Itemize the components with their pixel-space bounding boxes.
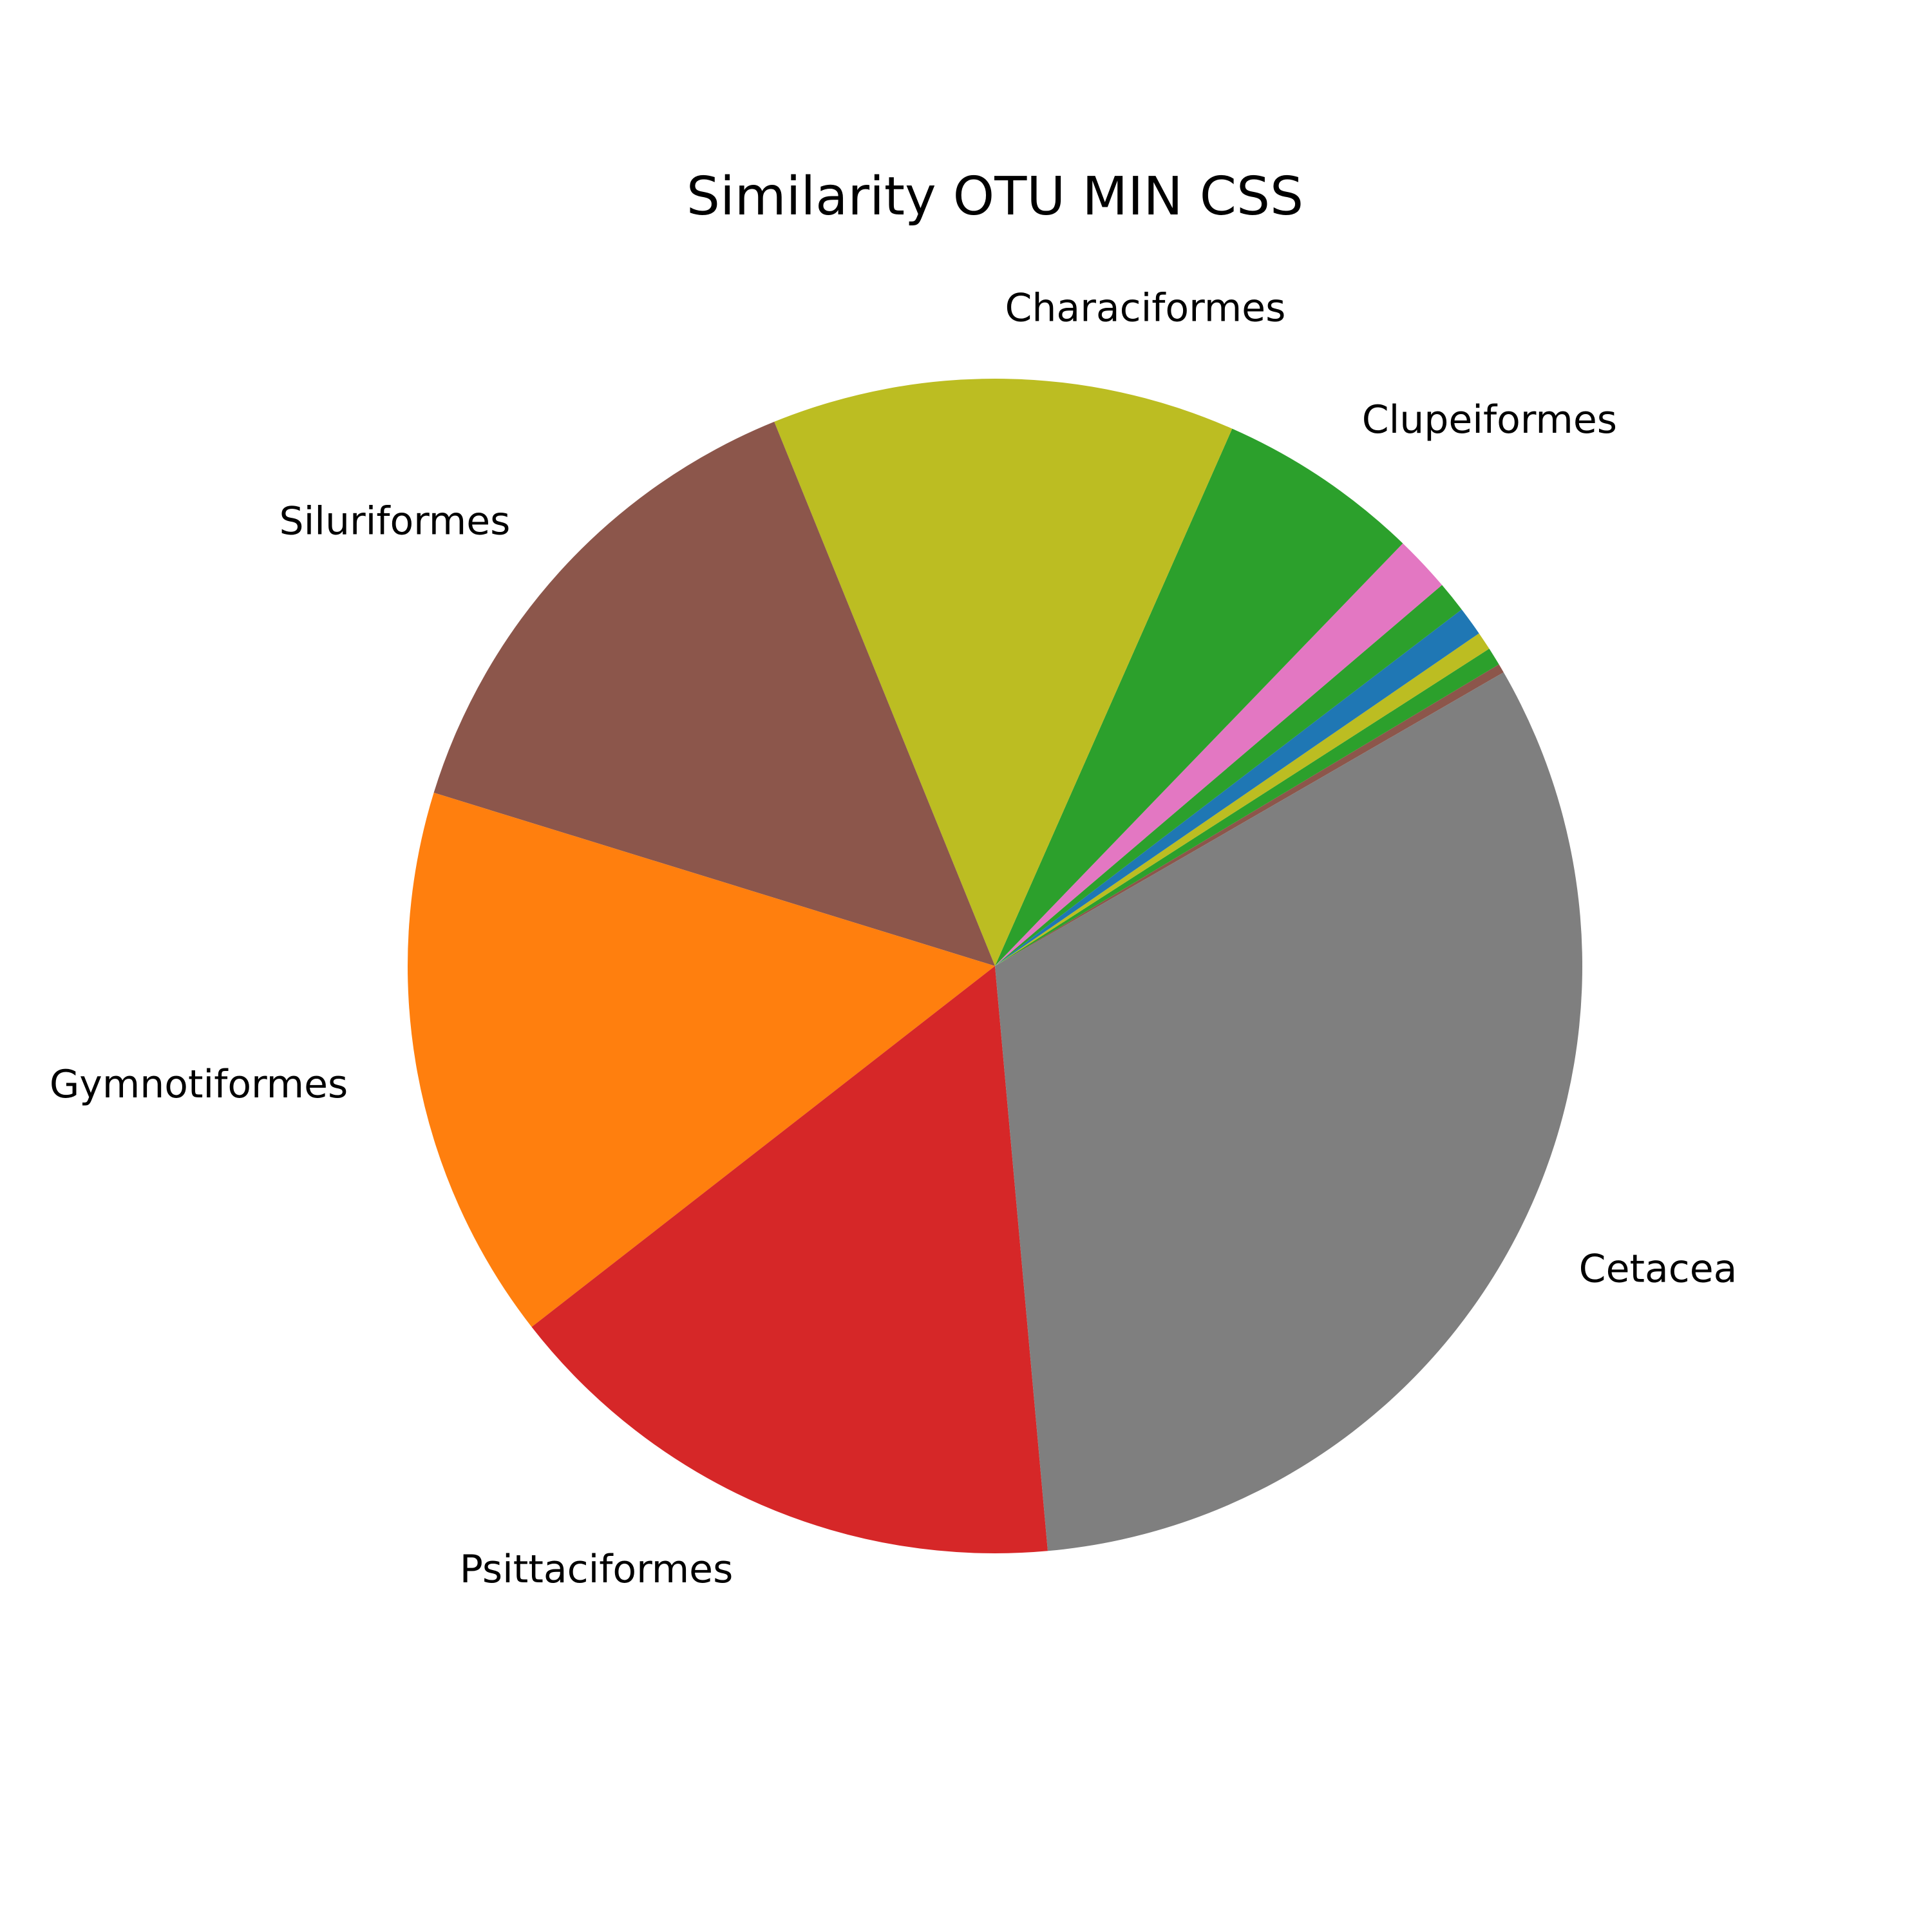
slice-label-characiformes: Characiformes	[1005, 286, 1286, 331]
pie-slice-characiformes	[774, 379, 1233, 966]
pie-slice-4	[995, 585, 1462, 966]
pie-slice-psittaciformes	[531, 966, 1048, 1553]
pie-slice-3	[995, 609, 1479, 966]
pie-slices	[408, 379, 1582, 1553]
slice-label-clupeiformes: Clupeiformes	[1362, 397, 1617, 442]
slice-label-siluriformes: Siluriformes	[279, 498, 511, 544]
pie-slice-gymnotiformes	[408, 792, 995, 1327]
pie-slice-0	[995, 664, 1504, 966]
slice-label-gymnotiformes: Gymnotiformes	[50, 1062, 348, 1107]
pie-slice-siluriformes	[433, 421, 995, 966]
pie-slice-clupeiformes	[995, 428, 1403, 966]
pie-slice-2	[995, 633, 1490, 966]
pie-slice-cetacea	[995, 672, 1582, 1551]
pie-labels: Clupeiformes Characiformes Siluriformes Gym…	[50, 286, 1738, 1592]
slice-label-psittaciformes: Psittaciformes	[460, 1547, 734, 1592]
pie-slice-1	[995, 649, 1499, 966]
chart-title: Similarity OTU MIN CSS	[687, 166, 1303, 227]
slice-label-cetacea: Cetacea	[1579, 1246, 1738, 1291]
pie-slice-5	[995, 543, 1443, 966]
